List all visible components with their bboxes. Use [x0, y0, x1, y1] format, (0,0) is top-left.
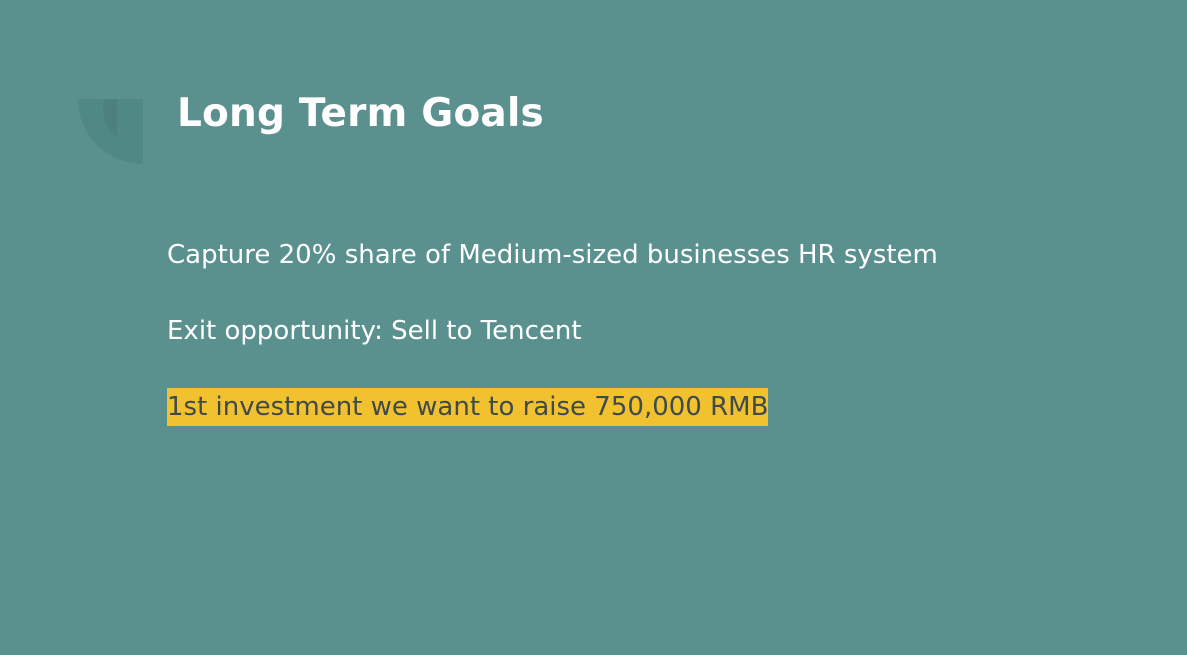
- slide-title: Long Term Goals: [177, 91, 544, 136]
- goal-item: Capture 20% share of Medium-sized busine…: [167, 236, 938, 274]
- goal-item: Exit opportunity: Sell to Tencent: [167, 312, 938, 350]
- goal-exit-opportunity: Exit opportunity: Sell to Tencent: [167, 316, 582, 346]
- goal-investment-highlight: 1st investment we want to raise 750,000 …: [167, 388, 769, 426]
- goal-market-share: Capture 20% share of Medium-sized busine…: [167, 240, 938, 270]
- quarter-circle-corner-icon: [78, 99, 143, 164]
- goal-item: 1st investment we want to raise 750,000 …: [167, 388, 938, 464]
- goals-list: Capture 20% share of Medium-sized busine…: [167, 236, 938, 464]
